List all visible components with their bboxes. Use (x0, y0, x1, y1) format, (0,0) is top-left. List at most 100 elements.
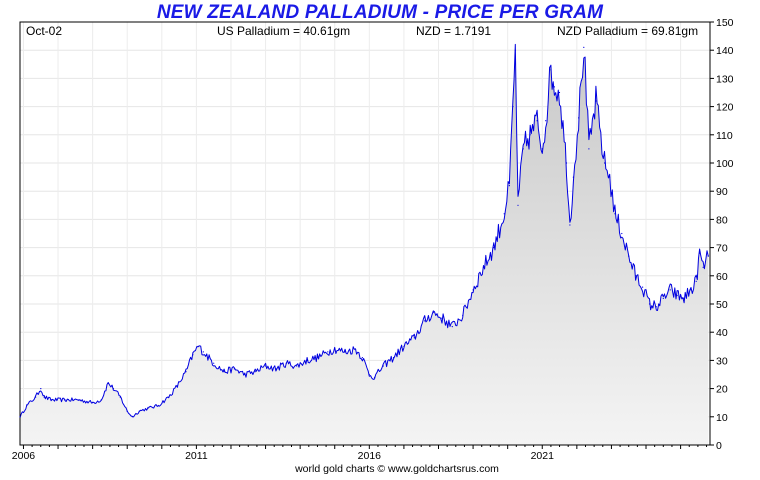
price-area-fill (20, 44, 709, 446)
y-tick-label: 0 (716, 440, 722, 452)
series-point (244, 373, 246, 376)
series-points (19, 46, 709, 418)
series-point (107, 382, 109, 384)
footer-credit: world gold charts © www.goldchartsrus.co… (294, 463, 499, 475)
y-tick-label: 100 (716, 158, 734, 170)
us-palladium-stat: US Palladium = 40.61gm (217, 24, 350, 38)
series-point (536, 120, 538, 122)
series-point (621, 232, 623, 235)
series-point (451, 326, 453, 328)
series-point (100, 399, 102, 401)
series-point (529, 134, 531, 136)
series-point (569, 224, 571, 226)
series-point (403, 345, 405, 347)
series-point (50, 399, 52, 401)
series-point (441, 317, 443, 319)
series-point (424, 320, 426, 322)
series-point (119, 396, 121, 398)
series-point (595, 100, 597, 102)
series-point (185, 371, 187, 373)
series-point (131, 416, 133, 418)
y-tick-label: 60 (716, 271, 728, 283)
y-tick-label: 70 (716, 243, 728, 255)
series-point (503, 213, 505, 215)
x-axis: 2006 2011 2016 2021 (12, 445, 708, 462)
series-point (614, 213, 616, 215)
series-point (482, 266, 485, 268)
series-point (373, 376, 376, 378)
series-point (628, 255, 630, 257)
series-point (92, 402, 94, 404)
series-point (432, 311, 434, 314)
series-point (609, 176, 611, 178)
series-point (578, 117, 580, 119)
series-point (541, 148, 543, 150)
series-point (512, 106, 514, 108)
series-point (334, 348, 336, 350)
chart-title: NEW ZEALAND PALLADIUM - PRICE PER GRAM (156, 2, 604, 23)
series-point (361, 357, 363, 359)
y-tick-label: 140 (716, 45, 734, 57)
series-point (354, 348, 357, 350)
series-point (382, 365, 384, 367)
y-tick-label: 20 (716, 384, 728, 396)
series-point (138, 410, 140, 412)
y-axis: 0 10 20 30 40 50 60 70 80 90 100 110 120 130 140 150 (710, 17, 734, 452)
x-tick-label: 2021 (531, 450, 555, 462)
series-point (26, 404, 28, 407)
x-tick-label: 2006 (12, 450, 36, 462)
series-point (223, 371, 225, 373)
series-point (603, 162, 606, 164)
series-point (275, 368, 277, 370)
series-point (635, 275, 637, 277)
series-point (78, 399, 80, 401)
series-point (517, 204, 519, 206)
series-point (19, 416, 21, 418)
y-tick-label: 110 (716, 130, 733, 142)
series-point (392, 357, 395, 359)
series-point (472, 289, 474, 291)
series-point (265, 365, 267, 367)
y-tick-label: 40 (716, 327, 728, 339)
series-point (690, 289, 692, 291)
series-point (197, 345, 199, 347)
series-point (553, 86, 556, 88)
series-point (648, 303, 651, 305)
series-point (35, 396, 37, 398)
nzd-rate-stat: NZD = 1.7191 (416, 24, 491, 38)
series-point (327, 351, 329, 353)
series-point (192, 354, 194, 356)
series-point (695, 280, 697, 282)
y-tick-label: 120 (716, 102, 734, 114)
series-point (202, 351, 204, 353)
series-point (213, 362, 215, 364)
series-point (493, 247, 495, 249)
series-point (462, 314, 464, 316)
x-tick-label: 2016 (358, 450, 382, 462)
series-point (126, 410, 128, 412)
x-tick-label: 2011 (185, 450, 208, 462)
series-point (64, 399, 66, 401)
series-point (168, 396, 170, 398)
series-point (233, 368, 235, 370)
date-label: Oct-02 (26, 24, 62, 38)
series-point (583, 46, 585, 49)
series-point (368, 373, 370, 376)
series-point (655, 306, 658, 308)
series-point (285, 362, 287, 364)
series-point (588, 148, 590, 150)
y-tick-label: 80 (716, 214, 728, 226)
series-point (642, 286, 644, 288)
series-point (413, 337, 415, 339)
series-point (545, 120, 547, 122)
series-point (522, 148, 524, 150)
plot-frame (19, 21, 711, 446)
price-series-line (19, 43, 709, 419)
y-tick-label: 30 (716, 355, 728, 367)
series-point (306, 359, 308, 361)
series-point (316, 357, 318, 359)
series-point (112, 388, 114, 390)
nzd-palladium-stat: NZD Palladium = 69.81gm (557, 24, 698, 38)
